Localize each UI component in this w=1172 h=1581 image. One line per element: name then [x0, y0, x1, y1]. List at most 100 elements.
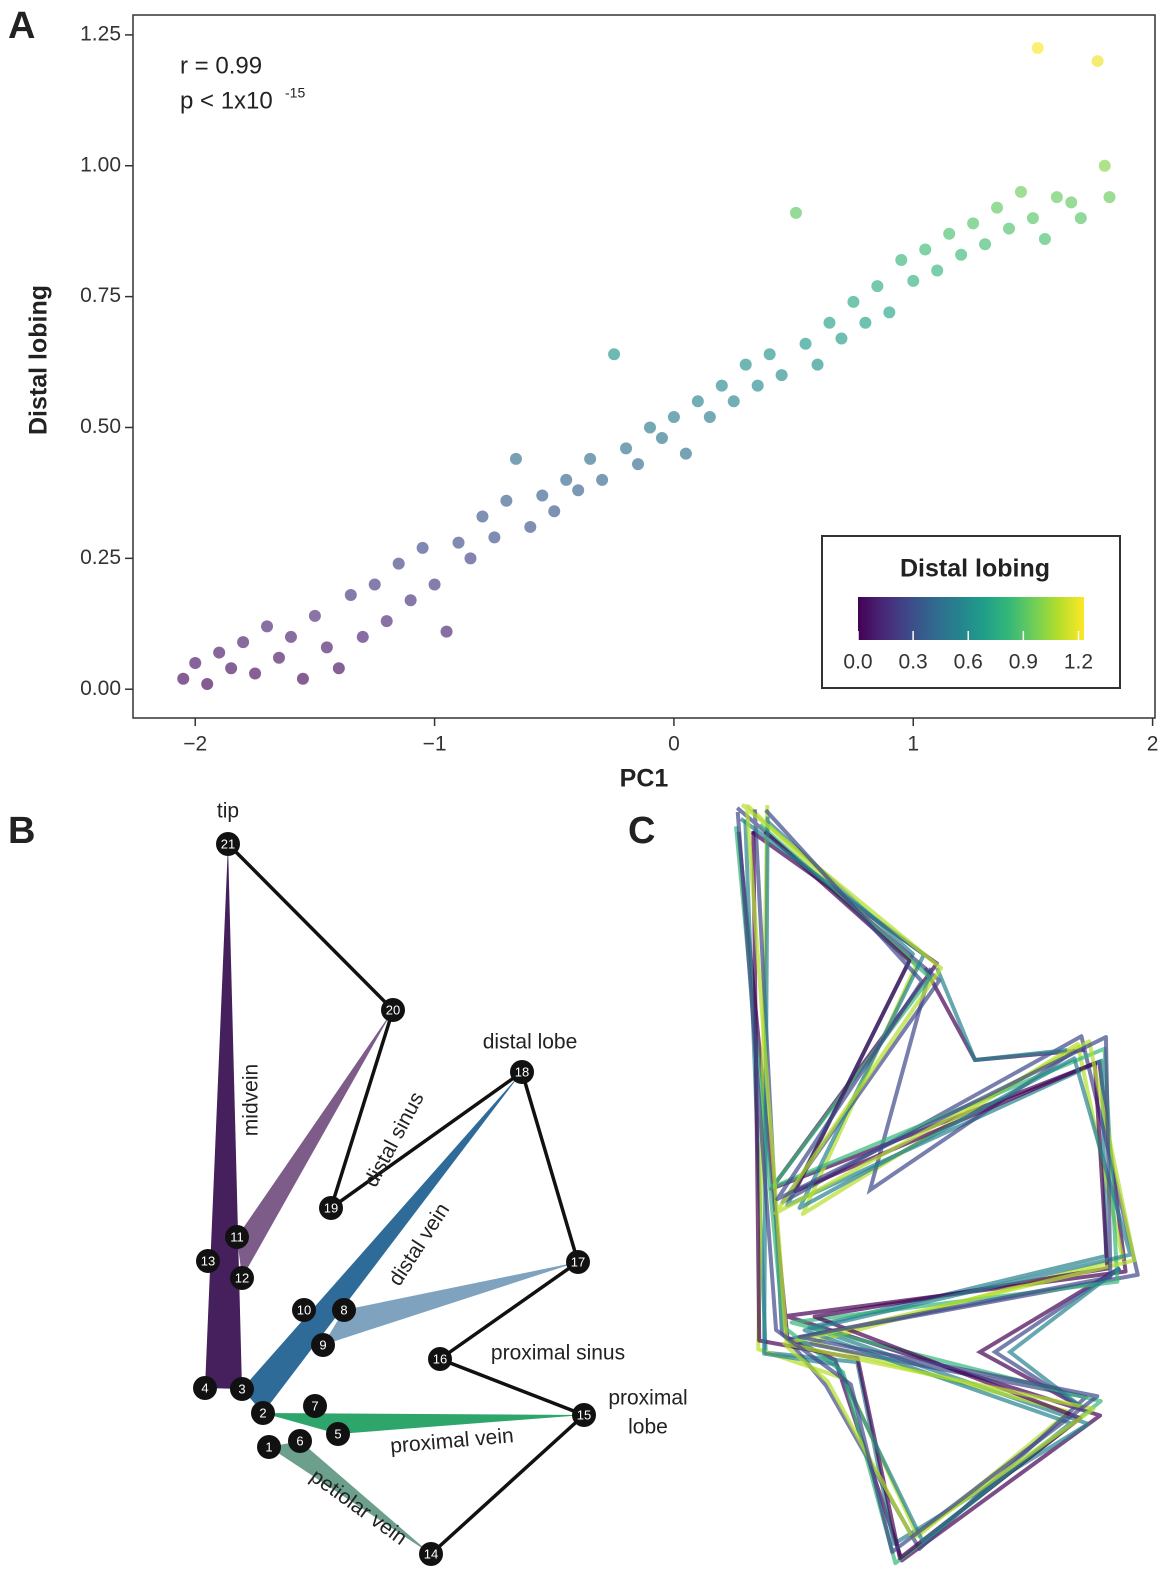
- landmark: [311, 1333, 335, 1357]
- landmark-label: 6: [296, 1433, 303, 1448]
- vein: [269, 1441, 431, 1554]
- landmark-label: 14: [424, 1546, 438, 1561]
- y-axis-label: Distal lobing: [25, 285, 53, 435]
- landmark-label: 20: [386, 1002, 400, 1017]
- point: [1074, 212, 1087, 225]
- y-tick-label: 1.00: [80, 153, 121, 176]
- point: [1038, 233, 1051, 246]
- point: [847, 295, 860, 308]
- landmark-label: 12: [235, 1270, 249, 1285]
- point: [1003, 222, 1015, 235]
- colorbar-tick-label: 0.9: [1009, 651, 1038, 674]
- region-label: lobe: [628, 1416, 668, 1439]
- point: [715, 379, 728, 392]
- point: [225, 662, 238, 675]
- vein: [237, 1010, 393, 1278]
- region-label: distal vein: [384, 1199, 454, 1290]
- x-tick-label: 1: [907, 733, 919, 756]
- landmark-label: 5: [334, 1426, 341, 1441]
- point: [763, 348, 776, 361]
- point: [201, 677, 214, 690]
- point: [943, 227, 956, 240]
- vein: [323, 1262, 578, 1345]
- landmark: [332, 1298, 356, 1322]
- landmark: [326, 1422, 350, 1446]
- point: [584, 452, 597, 465]
- point: [871, 280, 884, 293]
- point: [632, 458, 645, 471]
- region-label: petiolar vein: [306, 1465, 411, 1550]
- point: [273, 651, 285, 664]
- x-tick-label: 0: [668, 733, 680, 756]
- point: [308, 609, 321, 622]
- point: [835, 332, 848, 345]
- landmark: [510, 1060, 534, 1084]
- region-label: proximal vein: [389, 1424, 514, 1458]
- x-axis-label: PC1: [620, 765, 669, 793]
- point: [620, 442, 633, 455]
- landmark-label: 21: [221, 836, 235, 851]
- landmark: [216, 832, 240, 856]
- point: [1026, 212, 1039, 225]
- point: [655, 431, 668, 444]
- point: [356, 630, 369, 643]
- point: [177, 672, 190, 685]
- annotation: p < 1x10: [180, 87, 273, 114]
- panel-label: A: [8, 5, 35, 47]
- point: [488, 531, 501, 544]
- point: [509, 452, 522, 465]
- landmark: [319, 1196, 343, 1220]
- point: [428, 578, 441, 591]
- landmark-label: 2: [259, 1405, 266, 1420]
- colorbar-tick-label: 0.6: [954, 651, 983, 674]
- point: [955, 248, 968, 261]
- point: [823, 316, 836, 329]
- landmark-diagram: 123456789101112131415161718192021tipmidv…: [193, 800, 688, 1566]
- point: [464, 552, 477, 565]
- colorbar-tick-label: 0.3: [899, 651, 928, 674]
- point: [296, 672, 309, 685]
- outline: [226, 842, 588, 1556]
- panel-label: C: [628, 810, 655, 852]
- landmark-label: 7: [311, 1398, 318, 1413]
- point: [440, 625, 453, 638]
- x-tick-label: 2: [1147, 733, 1159, 756]
- point: [1014, 185, 1027, 198]
- landmark: [292, 1298, 316, 1322]
- colorbar: [858, 597, 1084, 640]
- point: [344, 588, 357, 601]
- landmark: [230, 1377, 254, 1401]
- point: [560, 473, 573, 486]
- colorbar-tick-label: 0.0: [843, 651, 872, 674]
- region-label: proximal sinus: [491, 1342, 625, 1365]
- point: [967, 217, 980, 230]
- sinus-outline: [935, 967, 1068, 1063]
- point: [608, 348, 621, 361]
- x-tick-label: −2: [183, 733, 207, 756]
- point: [368, 578, 381, 591]
- landmark: [566, 1250, 590, 1274]
- leaf-outline: [739, 816, 1133, 1544]
- landmark: [225, 1225, 249, 1249]
- y-tick-label: 1.25: [80, 22, 121, 45]
- point: [907, 274, 920, 287]
- point: [213, 646, 226, 659]
- point: [237, 636, 250, 649]
- region-label: tip: [217, 800, 239, 823]
- point: [1050, 191, 1063, 204]
- leaf-outline: [740, 803, 1137, 1540]
- point: [392, 557, 405, 570]
- point: [249, 667, 262, 680]
- landmark: [257, 1435, 281, 1459]
- landmark-label: 19: [324, 1200, 338, 1215]
- landmark-label: 4: [201, 1380, 208, 1395]
- point: [1065, 196, 1078, 209]
- outline-overlay: [734, 803, 1140, 1566]
- y-tick-label: 0.00: [80, 677, 121, 700]
- point: [1098, 159, 1111, 172]
- landmark-label: 3: [238, 1381, 245, 1396]
- point: [416, 541, 429, 554]
- landmark-label: 10: [297, 1302, 311, 1317]
- point: [1031, 41, 1044, 54]
